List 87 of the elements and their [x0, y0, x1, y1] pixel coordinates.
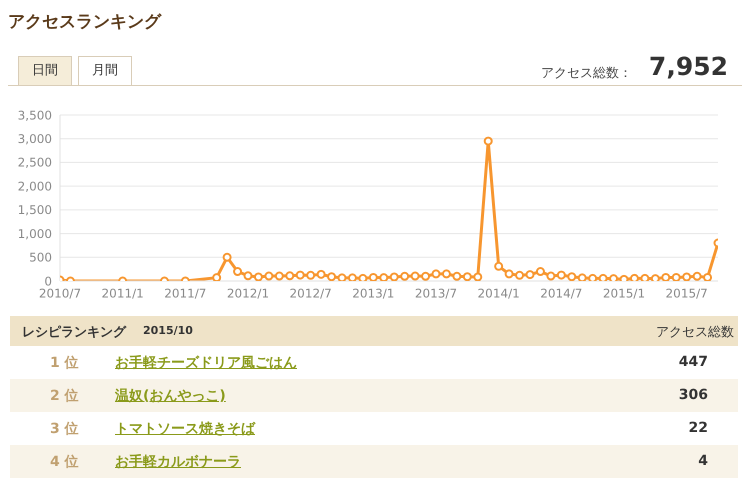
point [327, 272, 336, 281]
point [703, 272, 712, 281]
y-tick-label: 0 [44, 274, 52, 288]
point [473, 272, 482, 281]
point [421, 272, 430, 281]
text: 1 位 [50, 354, 79, 372]
x-tick-label: 2012/1 [226, 286, 270, 301]
text: 温奴(おんやっこ) [115, 387, 226, 405]
x-tick-label: 2015/7 [666, 286, 708, 301]
point [233, 267, 242, 276]
point [494, 262, 504, 271]
point [358, 274, 368, 281]
point [410, 272, 420, 281]
y-tick-label: 3,000 [18, 132, 52, 146]
point [296, 270, 305, 280]
point [588, 274, 598, 281]
y-tick-label: 500 [29, 250, 52, 265]
point [484, 136, 493, 146]
point [348, 273, 357, 281]
x-tick-label: 2012/7 [290, 286, 332, 301]
point [546, 272, 556, 281]
point [338, 273, 346, 281]
point [640, 274, 650, 281]
text: 4 [698, 453, 708, 469]
point [692, 272, 702, 281]
y-tick-label: 2,000 [18, 179, 52, 194]
y-tick-label: 1,000 [18, 226, 52, 241]
point [556, 270, 566, 280]
point [432, 269, 440, 278]
point [244, 271, 252, 280]
point [536, 267, 545, 276]
point [609, 274, 618, 281]
point [598, 274, 608, 281]
text: 447 [678, 354, 708, 370]
text: 日間 [18, 56, 72, 85]
y-tick-label: 2,500 [18, 156, 52, 170]
point [620, 274, 628, 281]
point [212, 273, 222, 281]
text: レシピランキング [22, 324, 126, 341]
text: お手軽チーズドリア風ごはん [115, 354, 297, 372]
x-tick-label: 2010/7 [38, 286, 82, 301]
point [368, 272, 378, 281]
point [442, 269, 451, 278]
point [567, 272, 576, 281]
x-tick-label: 2013/7 [414, 286, 458, 301]
point [285, 271, 294, 280]
point [682, 272, 692, 281]
y-tick-label: 1,500 [18, 203, 52, 218]
point [504, 269, 514, 278]
x-tick-label: 2014/7 [540, 286, 582, 301]
text: 2 位 [50, 387, 79, 405]
text: 306 [678, 387, 708, 403]
point [316, 270, 326, 279]
point [515, 270, 524, 280]
text: 3 位 [50, 420, 79, 438]
text: 4 位 [50, 453, 79, 471]
point [578, 273, 587, 281]
text: アクセス総数： [541, 65, 632, 82]
chart-title: アクセスランキング [8, 11, 161, 33]
point [306, 270, 316, 280]
x-tick-label: 2014/1 [478, 286, 520, 301]
text: 2015/10 [143, 324, 193, 337]
x-tick-label: 2011/7 [164, 286, 206, 301]
text: 7,952 [648, 52, 728, 81]
point [254, 272, 263, 281]
text: トマトソース焼きそば [115, 420, 255, 438]
point [650, 274, 660, 281]
x-tick-label: 2013/1 [352, 286, 394, 301]
point [672, 272, 681, 281]
point [264, 272, 274, 281]
text: 月間 [78, 56, 132, 86]
text: お手軽カルボナーラ [115, 453, 241, 471]
point [222, 252, 232, 262]
x-tick-label: 2015/1 [602, 286, 646, 301]
y-tick-label: 3,500 [18, 108, 52, 122]
point [390, 272, 399, 281]
point [526, 270, 534, 280]
text: 22 [688, 420, 708, 436]
point [274, 272, 284, 281]
point [452, 272, 462, 281]
point [630, 274, 639, 281]
x-tick-label: 2011/1 [102, 286, 144, 301]
point [661, 272, 670, 281]
point [400, 272, 410, 281]
point [379, 273, 388, 281]
point [462, 272, 472, 281]
text: アクセス総数 [656, 324, 734, 341]
